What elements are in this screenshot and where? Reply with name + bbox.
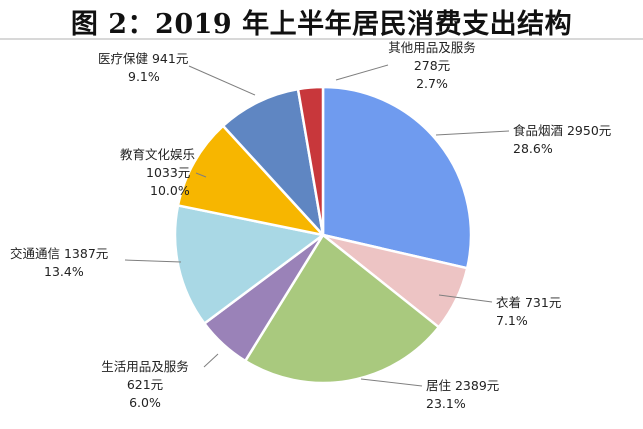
- data-label-name: 生活用品及服务: [101, 359, 189, 374]
- data-label-name-amount: 医疗保健 941元: [98, 51, 188, 66]
- data-label-percent: 10.0%: [150, 183, 190, 198]
- data-label-percent: 2.7%: [416, 76, 448, 91]
- data-label-percent: 28.6%: [513, 141, 553, 156]
- data-label-name-amount: 食品烟酒 2950元: [513, 123, 611, 138]
- data-label-name-amount: 居住 2389元: [426, 378, 499, 393]
- data-label-name: 其他用品及服务: [388, 40, 476, 55]
- data-label-percent: 9.1%: [128, 69, 160, 84]
- data-label-name-amount: 衣着 731元: [496, 295, 561, 310]
- leader-line: [195, 172, 207, 178]
- leader-line: [438, 294, 493, 303]
- data-label-amount: 278元: [414, 58, 450, 73]
- chart-title: 图 2：2019 年上半年居民消费支出结构: [70, 9, 573, 40]
- leader-line: [360, 378, 423, 387]
- pie-slice: [221, 87, 325, 237]
- pie-slice: [296, 85, 325, 237]
- pie-slice: [244, 233, 441, 385]
- data-label-percent: 6.0%: [129, 395, 161, 410]
- data-label-amount: 1033元: [146, 165, 190, 180]
- pie-slice: [321, 85, 473, 270]
- data-label-name: 教育文化娱乐: [120, 147, 195, 162]
- title-divider: [0, 38, 643, 40]
- pie-slice: [176, 124, 325, 237]
- leader-line: [124, 259, 182, 263]
- leader-line: [435, 130, 510, 136]
- leader-line: [203, 353, 219, 368]
- data-label-percent: 13.4%: [44, 264, 84, 279]
- data-label-percent: 7.1%: [496, 313, 528, 328]
- data-label-name-amount: 交通通信 1387元: [10, 246, 108, 261]
- leader-line: [188, 65, 256, 96]
- data-label-percent: 23.1%: [426, 396, 466, 411]
- pie-slice: [173, 204, 325, 325]
- leader-line: [335, 64, 389, 81]
- data-label-amount: 621元: [127, 377, 163, 392]
